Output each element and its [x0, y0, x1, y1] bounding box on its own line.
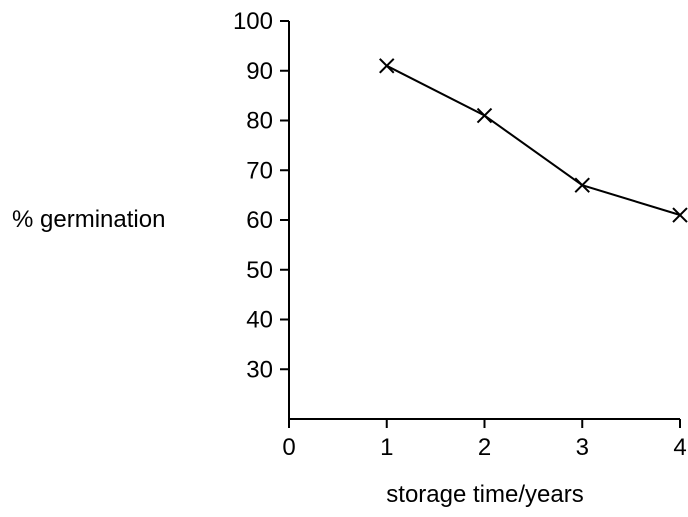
ticks: 30 40 50 60 70 80 90 100 0 1 2 3 4	[233, 8, 687, 461]
y-tick-label: 40	[246, 307, 273, 334]
y-tick-label: 100	[233, 8, 273, 35]
data-point	[476, 107, 493, 124]
series	[379, 58, 688, 223]
x-tick-label: 1	[380, 434, 393, 461]
data-point	[574, 177, 590, 193]
x-axis-title: storage time/years	[386, 481, 583, 508]
y-tick-label: 90	[246, 58, 273, 85]
x-tick-label: 4	[673, 434, 686, 461]
x-tick-label: 3	[576, 434, 589, 461]
data-point	[379, 58, 395, 74]
series-line	[386, 64, 681, 216]
x-tick-label: 2	[478, 434, 491, 461]
y-tick-label: 70	[246, 157, 273, 184]
x-tick-label: 0	[282, 434, 295, 461]
y-tick-label: 80	[246, 108, 273, 135]
axes	[288, 21, 680, 420]
y-tick-label: 50	[246, 257, 273, 284]
data-point	[672, 207, 688, 223]
y-tick-label: 60	[246, 207, 273, 234]
y-axis-title: % germination	[12, 206, 165, 233]
y-tick-label: 30	[246, 356, 273, 383]
